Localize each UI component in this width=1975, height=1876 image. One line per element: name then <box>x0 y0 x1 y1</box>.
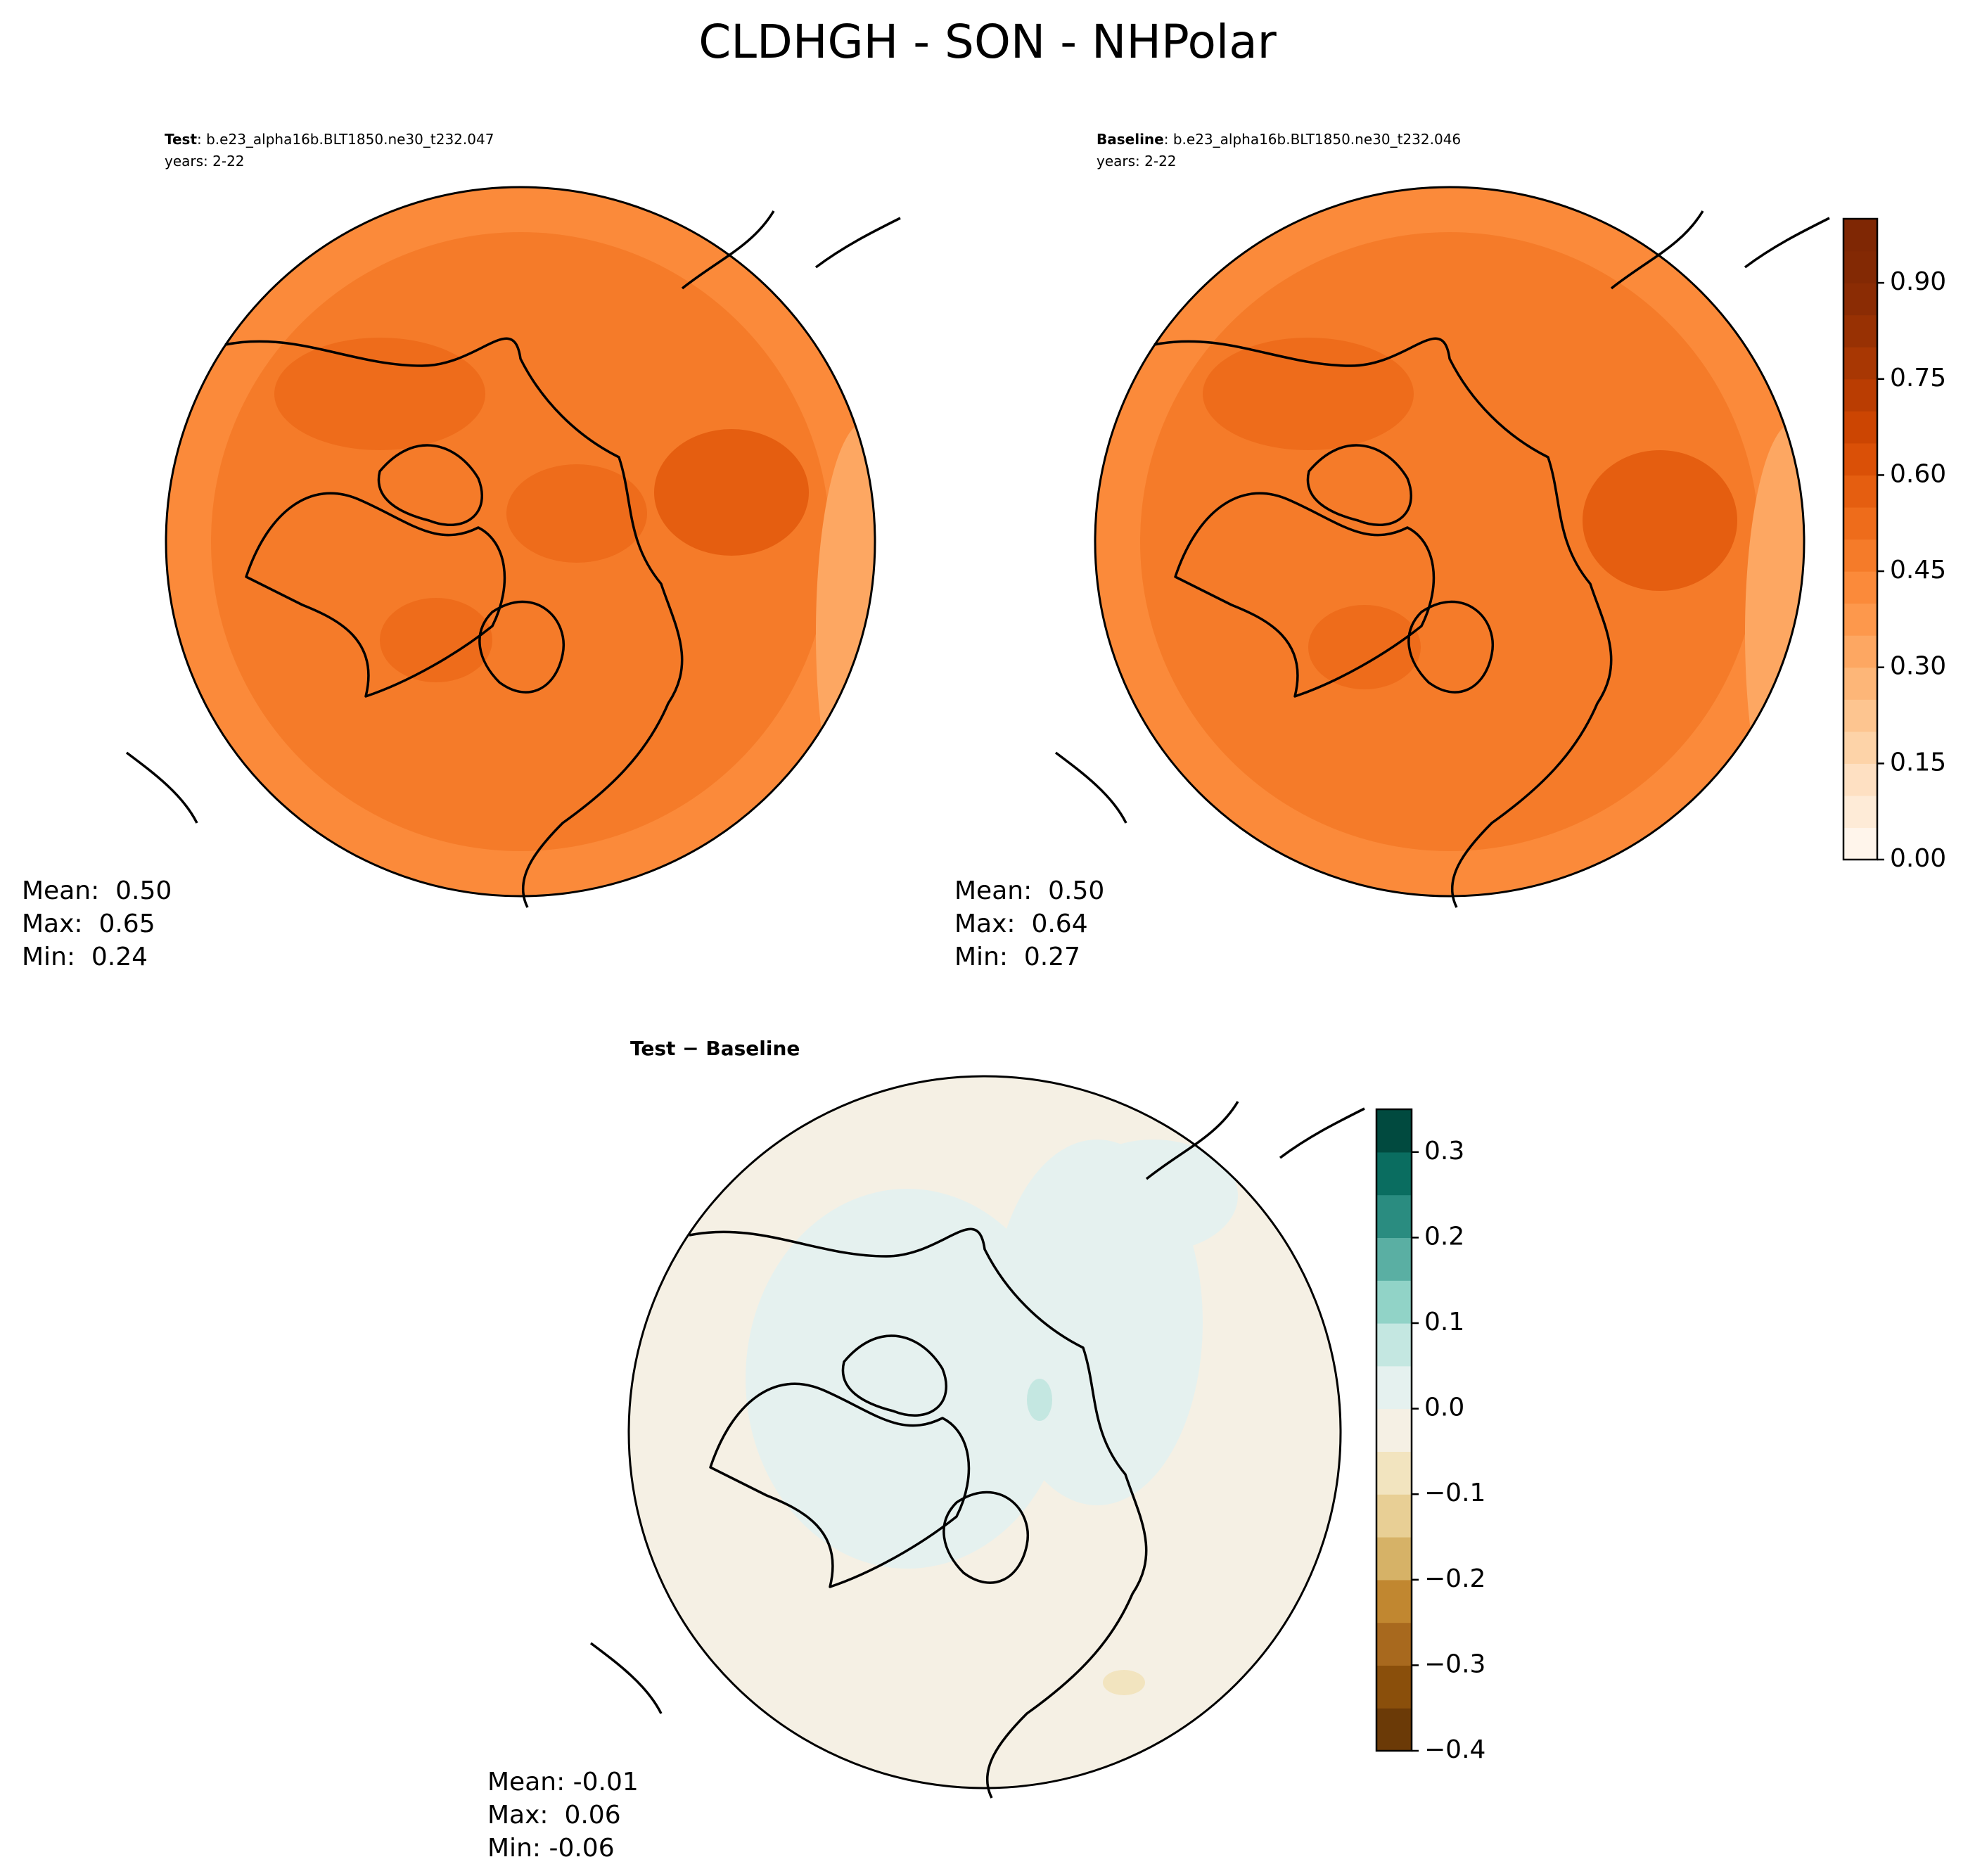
map <box>629 1076 1341 1788</box>
colorbar-tick-label: −0.1 <box>1424 1479 1485 1507</box>
colorbar-tick-label: 0.60 <box>1890 459 1946 488</box>
colorbar-tick-label: −0.4 <box>1424 1735 1485 1764</box>
colorbar-band <box>1843 571 1877 604</box>
colorbar-band <box>1376 1451 1412 1495</box>
colorbar-band <box>1376 1579 1412 1623</box>
field <box>1027 1379 1052 1421</box>
colorbar-band <box>1843 378 1877 411</box>
colorbar-band <box>1376 1323 1412 1367</box>
stat: Min: 0.24 <box>22 943 148 971</box>
stat: Mean: 0.50 <box>22 876 172 905</box>
stat: Min: -0.06 <box>487 1834 615 1863</box>
colorbar-band <box>1843 506 1877 540</box>
stat: Mean: -0.01 <box>487 1768 639 1797</box>
colorbar-band <box>1376 1237 1412 1281</box>
field <box>1203 338 1414 450</box>
colorbar-tick-label: 0.90 <box>1890 267 1946 296</box>
colorbar-tick-label: 0.3 <box>1424 1137 1464 1166</box>
colorbar-frame <box>1842 217 1879 861</box>
field <box>1745 422 1804 844</box>
colorbar-tick-label: −0.2 <box>1424 1564 1485 1593</box>
colorbar-band <box>1376 1537 1412 1581</box>
colorbar-tick-label: 0.1 <box>1424 1308 1464 1336</box>
field <box>1583 450 1737 591</box>
colorbar-band <box>1843 250 1877 283</box>
colorbar-tick-label: 0.45 <box>1890 556 1946 585</box>
colorbar-band <box>1843 635 1877 668</box>
stat: Min: 0.27 <box>954 943 1080 971</box>
colorbar-band <box>1376 1109 1412 1153</box>
colorbar-band <box>1843 442 1877 476</box>
panel-years: years: 2-22 <box>165 153 245 170</box>
panel-title: Baseline: b.e23_alpha16b.BLT1850.ne30_t2… <box>1097 131 1461 148</box>
colorbar-band <box>1843 827 1877 860</box>
colorbar-band <box>1376 1708 1412 1751</box>
stat: Mean: 0.50 <box>954 876 1104 905</box>
panel-title: Test − Baseline <box>630 1037 800 1060</box>
panel-title: Test: b.e23_alpha16b.BLT1850.ne30_t232.0… <box>165 131 494 148</box>
map-border <box>627 1075 1342 1789</box>
stat: Max: 0.65 <box>22 910 155 938</box>
colorbar-tick-label: 0.0 <box>1424 1393 1464 1422</box>
panel-label: Baseline <box>1097 131 1164 148</box>
colorbar-band <box>1843 699 1877 732</box>
map <box>166 187 875 896</box>
field <box>816 422 875 844</box>
panel-run: : b.e23_alpha16b.BLT1850.ne30_t232.047 <box>197 131 494 148</box>
field <box>506 464 647 563</box>
colorbar-band <box>1843 283 1877 316</box>
field <box>1069 1140 1238 1252</box>
map-border <box>165 186 876 898</box>
stat: Max: 0.06 <box>487 1801 621 1830</box>
coastlines <box>125 210 901 908</box>
map-border <box>1094 186 1805 898</box>
colorbar-band <box>1843 539 1877 572</box>
colorbar-band <box>1376 1494 1412 1538</box>
colorbar-tick-label: 0.15 <box>1890 748 1946 777</box>
panel-label: Test <box>165 131 197 148</box>
colorbar-band <box>1843 763 1877 796</box>
colorbar-band <box>1843 731 1877 764</box>
colorbar-tick-label: 0.30 <box>1890 652 1946 681</box>
panel-years: years: 2-22 <box>1097 153 1177 170</box>
field <box>380 598 492 682</box>
figure-title: CLDHGH - SON - NHPolar <box>698 15 1277 69</box>
colorbar-band <box>1843 795 1877 829</box>
colorbars: 0.00 0.15 0.30 0.45 0.60 0.75 0.90 −0.4 −0.3 −0.2… <box>1375 217 1946 1764</box>
coastlines <box>589 1101 1365 1799</box>
colorbar-tick-label: −0.3 <box>1424 1650 1485 1678</box>
colorbar-band <box>1843 347 1877 380</box>
colorbar-band <box>1376 1408 1412 1452</box>
field <box>1308 605 1421 689</box>
coastlines <box>1054 210 1830 908</box>
stat: Max: 0.64 <box>954 910 1088 938</box>
colorbar-band <box>1376 1622 1412 1666</box>
colorbar-tick-label: 0.2 <box>1424 1222 1464 1251</box>
colorbar-tick-label: 0.00 <box>1890 844 1946 873</box>
colorbar-band <box>1376 1151 1412 1196</box>
colorbar-band <box>1843 667 1877 700</box>
colorbar-band <box>1843 475 1877 508</box>
field <box>274 338 485 450</box>
colorbar-frame <box>1375 1108 1413 1752</box>
map <box>1095 187 1804 896</box>
field <box>746 1189 1069 1569</box>
panel-run: : b.e23_alpha16b.BLT1850.ne30_t232.046 <box>1164 131 1461 148</box>
field <box>1103 1670 1145 1695</box>
colorbar-band <box>1376 1665 1412 1709</box>
field <box>654 429 809 556</box>
colorbar-band <box>1843 603 1877 636</box>
colorbar-band <box>1843 411 1877 444</box>
colorbar-band <box>1376 1194 1412 1238</box>
colorbar-band <box>1843 219 1877 252</box>
colorbar-band <box>1376 1280 1412 1324</box>
colorbar-tick-label: 0.75 <box>1890 364 1946 393</box>
colorbar-band <box>1843 314 1877 347</box>
colorbar-band <box>1376 1365 1412 1410</box>
